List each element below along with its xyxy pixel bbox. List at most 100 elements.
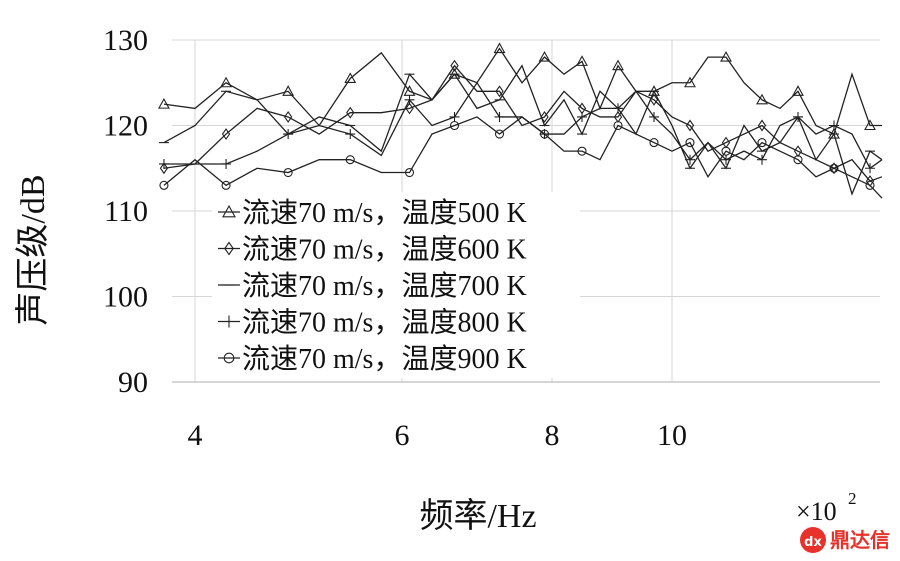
data-point-marker	[404, 94, 415, 105]
legend-item: 流速70 m/s，温度700 K	[218, 270, 527, 302]
series-1	[158, 42, 882, 139]
data-point-marker	[864, 119, 876, 131]
data-point-marker	[829, 120, 839, 131]
data-point-marker	[158, 97, 170, 109]
data-point-marker	[346, 106, 355, 119]
data-point-marker	[449, 111, 460, 122]
data-point-marker	[721, 146, 731, 156]
series-line	[163, 64, 883, 196]
legend-background	[212, 192, 580, 378]
y-tick-label: 110	[104, 195, 148, 228]
data-point-marker	[540, 110, 549, 123]
data-point-marker	[283, 129, 294, 140]
x-multiplier-base: ×10	[796, 497, 837, 526]
data-point-marker	[345, 155, 355, 165]
x-tick-label: 10	[657, 419, 687, 452]
series-line	[163, 64, 883, 182]
data-point-marker	[793, 111, 803, 122]
data-point-marker	[494, 129, 505, 139]
watermark-badge-glyph: dx	[804, 535, 822, 550]
data-point-marker	[283, 110, 293, 123]
data-point-marker	[757, 119, 767, 132]
x-tick-label: 4	[188, 419, 203, 452]
data-point-marker	[865, 180, 875, 190]
data-point-marker	[685, 119, 695, 132]
data-point-marker	[159, 180, 169, 190]
data-point-marker	[757, 154, 767, 165]
data-point-marker	[344, 72, 357, 84]
series-line	[163, 47, 882, 135]
data-point-marker	[404, 167, 415, 178]
legend: 流速70 m/s，温度500 K 流速70 m/s，温度600 K 流速70 m/s…	[212, 192, 580, 378]
legend-item: 流速70 m/s，温度600 K	[218, 234, 527, 266]
data-point-marker	[450, 59, 459, 72]
data-point-marker	[539, 129, 550, 139]
data-point-marker	[649, 138, 659, 148]
x-multiplier-exponent: 2	[848, 489, 857, 508]
legend-label: 流速70 m/s，温度800 K	[242, 307, 527, 339]
series-4	[158, 81, 883, 174]
data-point-marker	[576, 55, 588, 66]
data-point-marker	[221, 158, 232, 169]
data-point-marker	[221, 180, 231, 190]
legend-item: 流速70 m/s，温度500 K	[218, 197, 527, 229]
data-point-marker	[829, 163, 839, 173]
data-point-marker	[612, 59, 624, 71]
y-tick-label: 100	[103, 281, 148, 314]
y-tick-label: 120	[103, 110, 148, 143]
data-point-marker	[220, 76, 232, 88]
series-group	[158, 42, 883, 199]
data-point-marker	[720, 50, 732, 62]
legend-label: 流速70 m/s，温度700 K	[242, 270, 527, 302]
data-point-marker	[493, 42, 506, 54]
x-tick-label: 8	[545, 419, 560, 452]
legend-marker-icon	[224, 241, 234, 256]
data-point-marker	[684, 76, 696, 88]
y-tick-label: 90	[118, 366, 148, 399]
legend-label: 流速70 m/s，温度600 K	[242, 234, 527, 266]
legend-label: 流速70 m/s，温度900 K	[242, 343, 527, 375]
legend-item: 流速70 m/s，温度800 K	[218, 307, 527, 339]
data-point-marker	[494, 111, 505, 122]
data-point-marker	[538, 50, 551, 62]
legend-marker-icon	[222, 204, 236, 218]
watermark-text: 鼎达信	[830, 528, 890, 552]
y-tick-label: 130	[103, 24, 148, 57]
data-point-marker	[865, 163, 875, 174]
data-point-marker	[721, 154, 731, 165]
x-axis-title: 频率/Hz	[419, 497, 536, 535]
data-point-marker	[792, 85, 804, 96]
data-point-marker	[793, 155, 803, 165]
data-point-marker	[345, 129, 356, 140]
x-multiplier: ×10 2	[796, 489, 857, 526]
legend-item: 流速70 m/s，温度900 K	[218, 343, 527, 375]
data-point-marker	[221, 128, 231, 141]
data-point-marker	[495, 85, 504, 98]
tick-labels: 90 100 110 120 130 4 6 8 10	[103, 24, 687, 452]
data-point-marker	[282, 85, 295, 96]
data-point-marker	[283, 167, 293, 178]
watermark-circle-icon	[800, 527, 826, 553]
data-point-marker	[449, 120, 460, 131]
series-line	[163, 81, 883, 170]
data-point-marker	[649, 111, 659, 122]
data-point-marker	[829, 162, 839, 175]
legend-marker-icon	[223, 352, 235, 364]
data-point-marker	[158, 158, 169, 169]
data-point-marker	[756, 93, 768, 105]
legend-marker-icon	[223, 315, 235, 328]
series-line	[163, 116, 883, 199]
watermark-logo: dx 鼎达信	[800, 527, 890, 553]
data-point-marker	[757, 138, 767, 148]
data-point-marker	[613, 103, 623, 114]
data-point-marker	[685, 154, 695, 165]
data-point-marker	[159, 162, 169, 175]
y-axis-title: 声压级/dB	[14, 174, 52, 325]
legend-label: 流速70 m/s，温度500 K	[242, 197, 527, 229]
data-point-marker	[577, 146, 587, 156]
data-point-marker	[577, 111, 587, 122]
data-point-marker	[685, 138, 695, 148]
series-5	[159, 116, 883, 199]
data-point-marker	[613, 120, 623, 131]
